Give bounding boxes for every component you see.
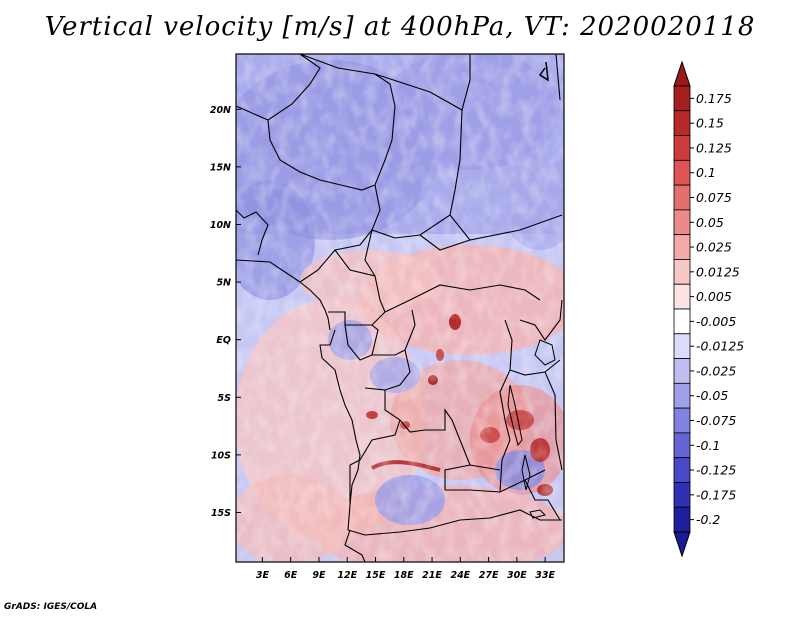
colorbar-label: -0.125 [696, 463, 736, 478]
colorbar-swatch [673, 234, 691, 260]
colorbar-top-triangle [673, 60, 691, 87]
colorbar-label: 0.05 [696, 215, 724, 230]
colorbar-swatch [673, 333, 691, 359]
lat-tick-label: 15N [210, 162, 231, 173]
lon-tick-label: 12E [337, 570, 357, 581]
lat-tick-label: 5S [218, 393, 232, 404]
colorbar-label: 0.15 [696, 116, 724, 131]
lon-tick-label: 30E [507, 570, 527, 581]
lat-tick-label: 10S [211, 450, 231, 461]
lon-tick-label: 21E [422, 570, 442, 581]
colorbar-label: -0.1 [696, 438, 720, 453]
colorbar-swatch [673, 135, 691, 161]
colorbar-bottom-triangle [673, 531, 691, 558]
colorbar-swatch [673, 209, 691, 236]
colorbar-swatch [673, 159, 691, 186]
lon-tick-label: 18E [394, 570, 414, 581]
colorbar: 0.175 0.15 0.125 0.1 0.075 0.05 0.025 0.0125 0.0… [673, 60, 744, 558]
velocity-field [236, 54, 564, 562]
colorbar-swatch [673, 358, 691, 384]
colorbar-label: -0.05 [696, 388, 728, 403]
lat-tick-label: 15S [211, 508, 231, 519]
lon-tick-label: 15E [366, 570, 386, 581]
colorbar-swatch [673, 259, 691, 285]
lon-tick-label: 6E [284, 570, 298, 581]
lon-tick-label: 3E [256, 570, 270, 581]
colorbar-swatch [673, 407, 691, 434]
colorbar-swatch [673, 308, 691, 335]
lat-tick-label: EQ [216, 335, 231, 346]
latitude-axis: 20N 15N 10N 5N EQ 5S 10S 15S [210, 105, 241, 519]
colorbar-label: 0.125 [696, 140, 732, 155]
colorbar-label: -0.005 [696, 314, 736, 329]
colorbar-label: -0.025 [696, 363, 736, 378]
map-title: Vertical velocity [m/s] at 400hPa, VT: 2… [44, 12, 756, 42]
colorbar-label: 0.0125 [696, 264, 740, 279]
lon-tick-label: 33E [535, 570, 555, 581]
colorbar-label: 0.005 [696, 289, 732, 304]
colorbar-swatch [673, 184, 691, 211]
colorbar-label: -0.075 [696, 413, 736, 428]
colorbar-swatch [673, 432, 691, 459]
colorbar-swatch [673, 482, 691, 508]
lon-tick-label: 24E [450, 570, 470, 581]
colorbar-label: -0.0125 [696, 339, 744, 354]
colorbar-label: 0.075 [696, 190, 732, 205]
credit-text: GrADS: IGES/COLA [4, 602, 98, 612]
colorbar-swatch [673, 85, 691, 112]
colorbar-swatch [673, 457, 691, 483]
lon-tick-label: 9E [312, 570, 326, 581]
colorbar-swatch [673, 110, 691, 136]
colorbar-swatch [673, 506, 691, 533]
colorbar-swatch [673, 283, 691, 310]
longitude-axis: 3E 6E 9E 12E 15E 18E 21E 24E 27E 30E 33E [256, 557, 556, 581]
colorbar-label: 0.175 [696, 91, 732, 106]
map-frame [235, 53, 565, 563]
colorbar-label: -0.175 [696, 487, 736, 502]
lat-tick-label: 10N [210, 220, 231, 231]
lon-tick-label: 27E [479, 570, 499, 581]
colorbar-label: 0.025 [696, 240, 732, 255]
country-boundaries [236, 54, 563, 562]
colorbar-swatch [673, 382, 691, 409]
lat-tick-label: 5N [216, 278, 231, 289]
lat-tick-label: 20N [210, 105, 231, 116]
colorbar-label: -0.2 [696, 512, 720, 527]
colorbar-label: 0.1 [696, 165, 716, 180]
